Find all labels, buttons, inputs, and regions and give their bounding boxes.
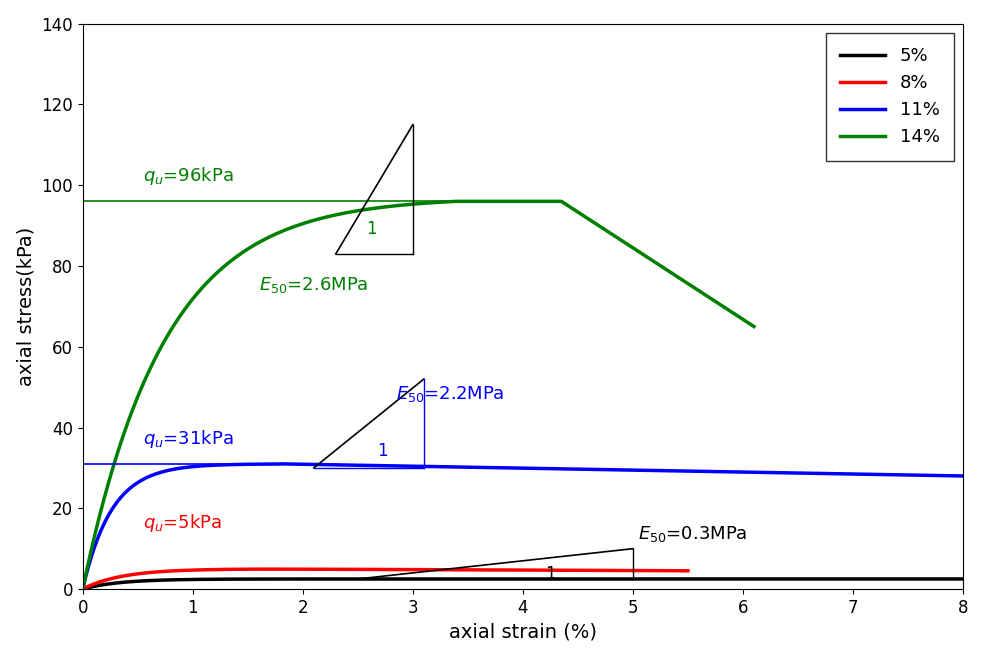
X-axis label: axial strain (%): axial strain (%) [449, 622, 597, 642]
5% [540, 575, 552, 583]
Text: $q_u$=5kPa: $q_u$=5kPa [143, 513, 223, 534]
Legend: 5%, 8%, 11%, 14%: 5%, 8%, 11%, 14% [825, 33, 954, 161]
Line: 5%: 5% [83, 579, 963, 589]
5% [558, 575, 569, 583]
Text: $q_u$=96kPa: $q_u$=96kPa [143, 165, 233, 187]
5% [77, 585, 89, 593]
5% [226, 575, 237, 583]
11% [459, 463, 471, 471]
Text: $q_u$=31kPa: $q_u$=31kPa [143, 428, 233, 449]
5% [957, 575, 969, 583]
8% [537, 567, 549, 574]
11% [275, 460, 287, 468]
Text: $E_{50}$=0.3MPa: $E_{50}$=0.3MPa [638, 524, 748, 544]
8% [77, 585, 89, 593]
8% [682, 567, 693, 574]
Text: 1: 1 [545, 565, 556, 583]
Text: $E_{50}$=2.6MPa: $E_{50}$=2.6MPa [259, 275, 368, 295]
Y-axis label: axial stress(kPa): axial stress(kPa) [17, 227, 35, 386]
14% [485, 197, 496, 205]
8% [463, 566, 475, 574]
Text: 1: 1 [366, 220, 377, 238]
11% [957, 472, 969, 480]
8% [599, 567, 611, 574]
11% [558, 465, 570, 473]
14% [656, 263, 668, 270]
8% [262, 565, 274, 573]
14% [587, 218, 599, 226]
14% [505, 197, 517, 205]
11% [374, 462, 386, 470]
8% [429, 566, 441, 574]
5% [193, 576, 205, 584]
Line: 8%: 8% [83, 569, 688, 589]
5% [373, 575, 385, 583]
Line: 11%: 11% [83, 464, 963, 589]
14% [748, 322, 759, 330]
11% [540, 465, 552, 472]
11% [193, 462, 205, 470]
8% [445, 566, 457, 574]
5% [459, 575, 471, 583]
14% [118, 430, 130, 438]
Text: $E_{50}$=2.2MPa: $E_{50}$=2.2MPa [396, 384, 505, 404]
Text: 1: 1 [377, 442, 388, 460]
14% [77, 585, 89, 593]
14% [450, 197, 462, 205]
14% [468, 197, 480, 205]
Line: 14%: 14% [83, 201, 754, 589]
11% [77, 585, 89, 593]
8% [114, 572, 126, 580]
11% [226, 461, 237, 468]
